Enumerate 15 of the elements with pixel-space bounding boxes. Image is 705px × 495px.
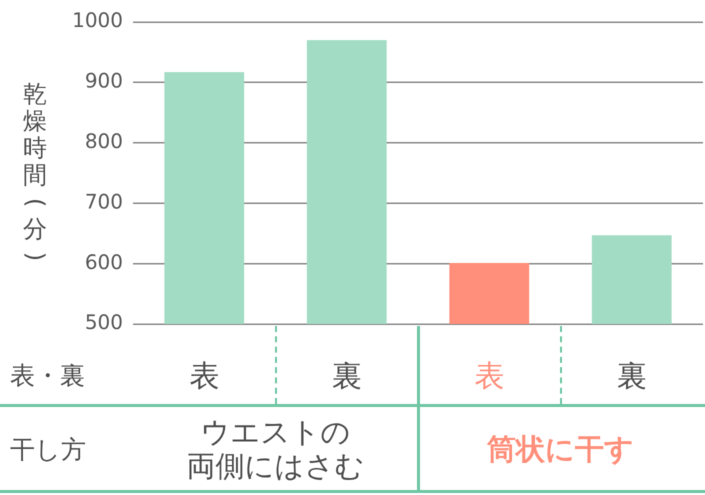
text: 筒状に干す [487, 432, 634, 466]
y-tick-label: 700 [84, 189, 123, 214]
y-tick-label: 1000 [72, 8, 123, 32]
y-axis-title: 乾燥時間(分) [22, 80, 50, 263]
x-tick-label: 裏 [616, 358, 647, 394]
x-tick-label: 表 [474, 358, 504, 394]
y-tick-label: 800 [84, 129, 123, 154]
x-axis-title: 表・裏 [10, 361, 85, 391]
y-tick-label: 500 [84, 310, 123, 334]
y-tick-label: 900 [84, 68, 123, 93]
x-tick-label: 表 [189, 358, 220, 394]
text: ウエストの両側にはさむ [186, 415, 364, 483]
x-tick-label: 裏 [332, 358, 362, 394]
text: 干し方 [10, 435, 86, 465]
y-tick-label: 600 [84, 250, 123, 274]
